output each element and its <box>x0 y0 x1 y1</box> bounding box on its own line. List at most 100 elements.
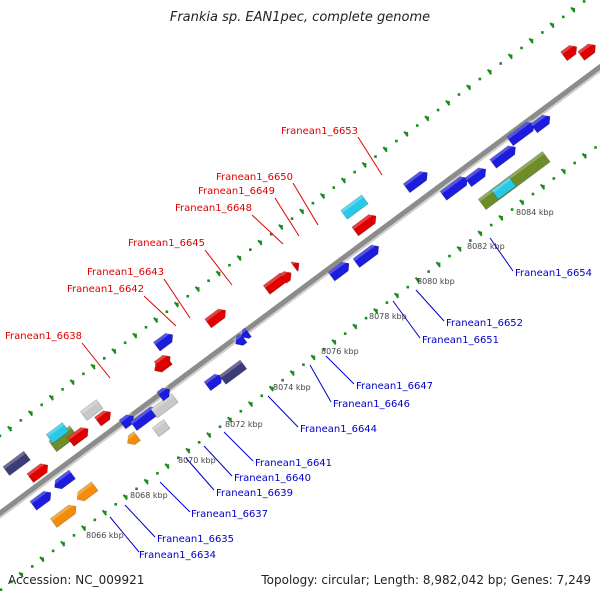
gc-tick <box>90 363 96 370</box>
gene-label[interactable]: Franean1_6653 <box>281 126 358 137</box>
gc-dot <box>406 285 410 289</box>
gene-label[interactable]: Franean1_6645 <box>128 238 205 249</box>
gene-feature[interactable] <box>491 176 517 200</box>
gc-tick <box>132 332 138 339</box>
gc-tick <box>185 447 191 454</box>
gene-label[interactable]: Franean1_6651 <box>422 335 499 346</box>
gene-feature[interactable] <box>340 194 369 220</box>
gene-feature[interactable] <box>45 422 70 444</box>
gene-feature[interactable] <box>204 305 229 329</box>
gene-feature[interactable] <box>26 460 51 484</box>
gc-tick <box>236 255 242 262</box>
gene-feature[interactable] <box>327 259 352 282</box>
gene-label[interactable]: Franean1_6639 <box>216 488 293 499</box>
gene-label[interactable]: Franean1_6642 <box>67 284 144 295</box>
gc-tick <box>27 410 34 417</box>
gc-tick <box>18 571 24 578</box>
gene-label[interactable]: Franean1_6638 <box>5 331 82 342</box>
gene-feature[interactable] <box>439 173 471 201</box>
gene-feature[interactable] <box>489 142 519 169</box>
gene-label[interactable]: Franean1_6648 <box>175 203 252 214</box>
gc-tick <box>289 370 295 377</box>
gene-feature[interactable] <box>153 352 173 371</box>
gene-label[interactable]: Franean1_6647 <box>356 381 433 392</box>
gene-feature[interactable] <box>351 211 379 237</box>
gene-highlight <box>238 327 247 336</box>
gene-box <box>156 387 171 402</box>
gene-box <box>204 308 227 329</box>
gene-label[interactable]: Franean1_6635 <box>157 534 234 545</box>
gene-highlight <box>67 424 87 440</box>
gene-feature[interactable] <box>464 164 489 188</box>
gc-tick <box>122 494 128 501</box>
gene-feature[interactable] <box>560 42 580 62</box>
gene-feature[interactable] <box>218 359 248 385</box>
gene-label[interactable]: Franean1_6637 <box>191 509 268 520</box>
label-leader <box>292 182 319 226</box>
gene-feature[interactable] <box>79 399 104 421</box>
gc-dot <box>19 419 23 422</box>
gene-box <box>491 176 517 200</box>
gc-tick <box>143 478 149 485</box>
gene-feature[interactable] <box>73 481 99 504</box>
gene-feature[interactable] <box>118 411 137 430</box>
gene-highlight <box>560 42 576 55</box>
gc-tick <box>247 401 254 408</box>
gene-feature[interactable] <box>151 419 171 438</box>
gc-dot <box>364 316 368 320</box>
gene-feature[interactable] <box>477 151 551 211</box>
gene-label[interactable]: Franean1_6652 <box>446 318 523 329</box>
gene-feature[interactable] <box>530 112 554 134</box>
gc-tick <box>403 130 409 137</box>
gc-tick <box>361 161 367 168</box>
gene-label[interactable]: Franean1_6654 <box>515 268 592 279</box>
gene-feature[interactable] <box>156 384 173 402</box>
gene-label[interactable]: Franean1_6640 <box>234 473 311 484</box>
gc-tick <box>299 208 305 215</box>
gene-highlight <box>153 330 172 345</box>
kbp-tick-label: 8084 kbp <box>516 208 554 217</box>
gc-tick <box>268 385 274 392</box>
gene-feature[interactable] <box>66 424 91 447</box>
gc-tick <box>570 6 576 13</box>
gene-label[interactable]: Franean1_6641 <box>255 458 332 469</box>
gene-label[interactable]: Franean1_6649 <box>198 186 275 197</box>
gene-feature[interactable] <box>153 330 176 352</box>
gc-dot <box>83 526 86 529</box>
gene-feature[interactable] <box>238 327 252 342</box>
gc-tick <box>111 348 117 355</box>
gene-label[interactable]: Franean1_6650 <box>216 172 293 183</box>
gene-highlight <box>464 164 485 181</box>
gc-dot <box>238 256 242 259</box>
gene-feature[interactable] <box>2 450 31 476</box>
gene-box <box>29 490 52 511</box>
gene-feature[interactable] <box>29 488 54 511</box>
gene-feature[interactable] <box>203 371 225 392</box>
gene-feature[interactable] <box>290 258 302 272</box>
gene-label[interactable]: Franean1_6643 <box>87 267 164 278</box>
label-leader <box>251 214 284 245</box>
gc-tick <box>278 224 284 231</box>
gc-dot <box>229 417 232 421</box>
gene-feature[interactable] <box>51 469 76 492</box>
gene-feature[interactable] <box>232 333 248 349</box>
gene-feature[interactable] <box>94 407 114 427</box>
gc-tick <box>382 146 388 153</box>
gene-highlight <box>403 168 426 187</box>
gene-feature[interactable] <box>402 168 430 194</box>
gene-label[interactable]: Franean1_6644 <box>300 424 377 435</box>
gene-box <box>327 261 350 282</box>
gene-feature[interactable] <box>352 241 382 268</box>
gene-feature[interactable] <box>577 40 599 61</box>
gc-dot <box>332 186 336 189</box>
kbp-tick-label: 8080 kbp <box>417 277 455 286</box>
gene-feature[interactable] <box>124 431 141 448</box>
gc-dot <box>176 456 180 460</box>
gc-dot <box>510 208 514 211</box>
gene-label[interactable]: Franean1_6646 <box>333 399 410 410</box>
gene-box <box>290 261 300 272</box>
gene-label[interactable]: Franean1_6634 <box>139 550 216 561</box>
gene-feature[interactable] <box>49 501 79 528</box>
gc-dot <box>40 403 43 407</box>
gene-feature[interactable] <box>279 268 295 284</box>
